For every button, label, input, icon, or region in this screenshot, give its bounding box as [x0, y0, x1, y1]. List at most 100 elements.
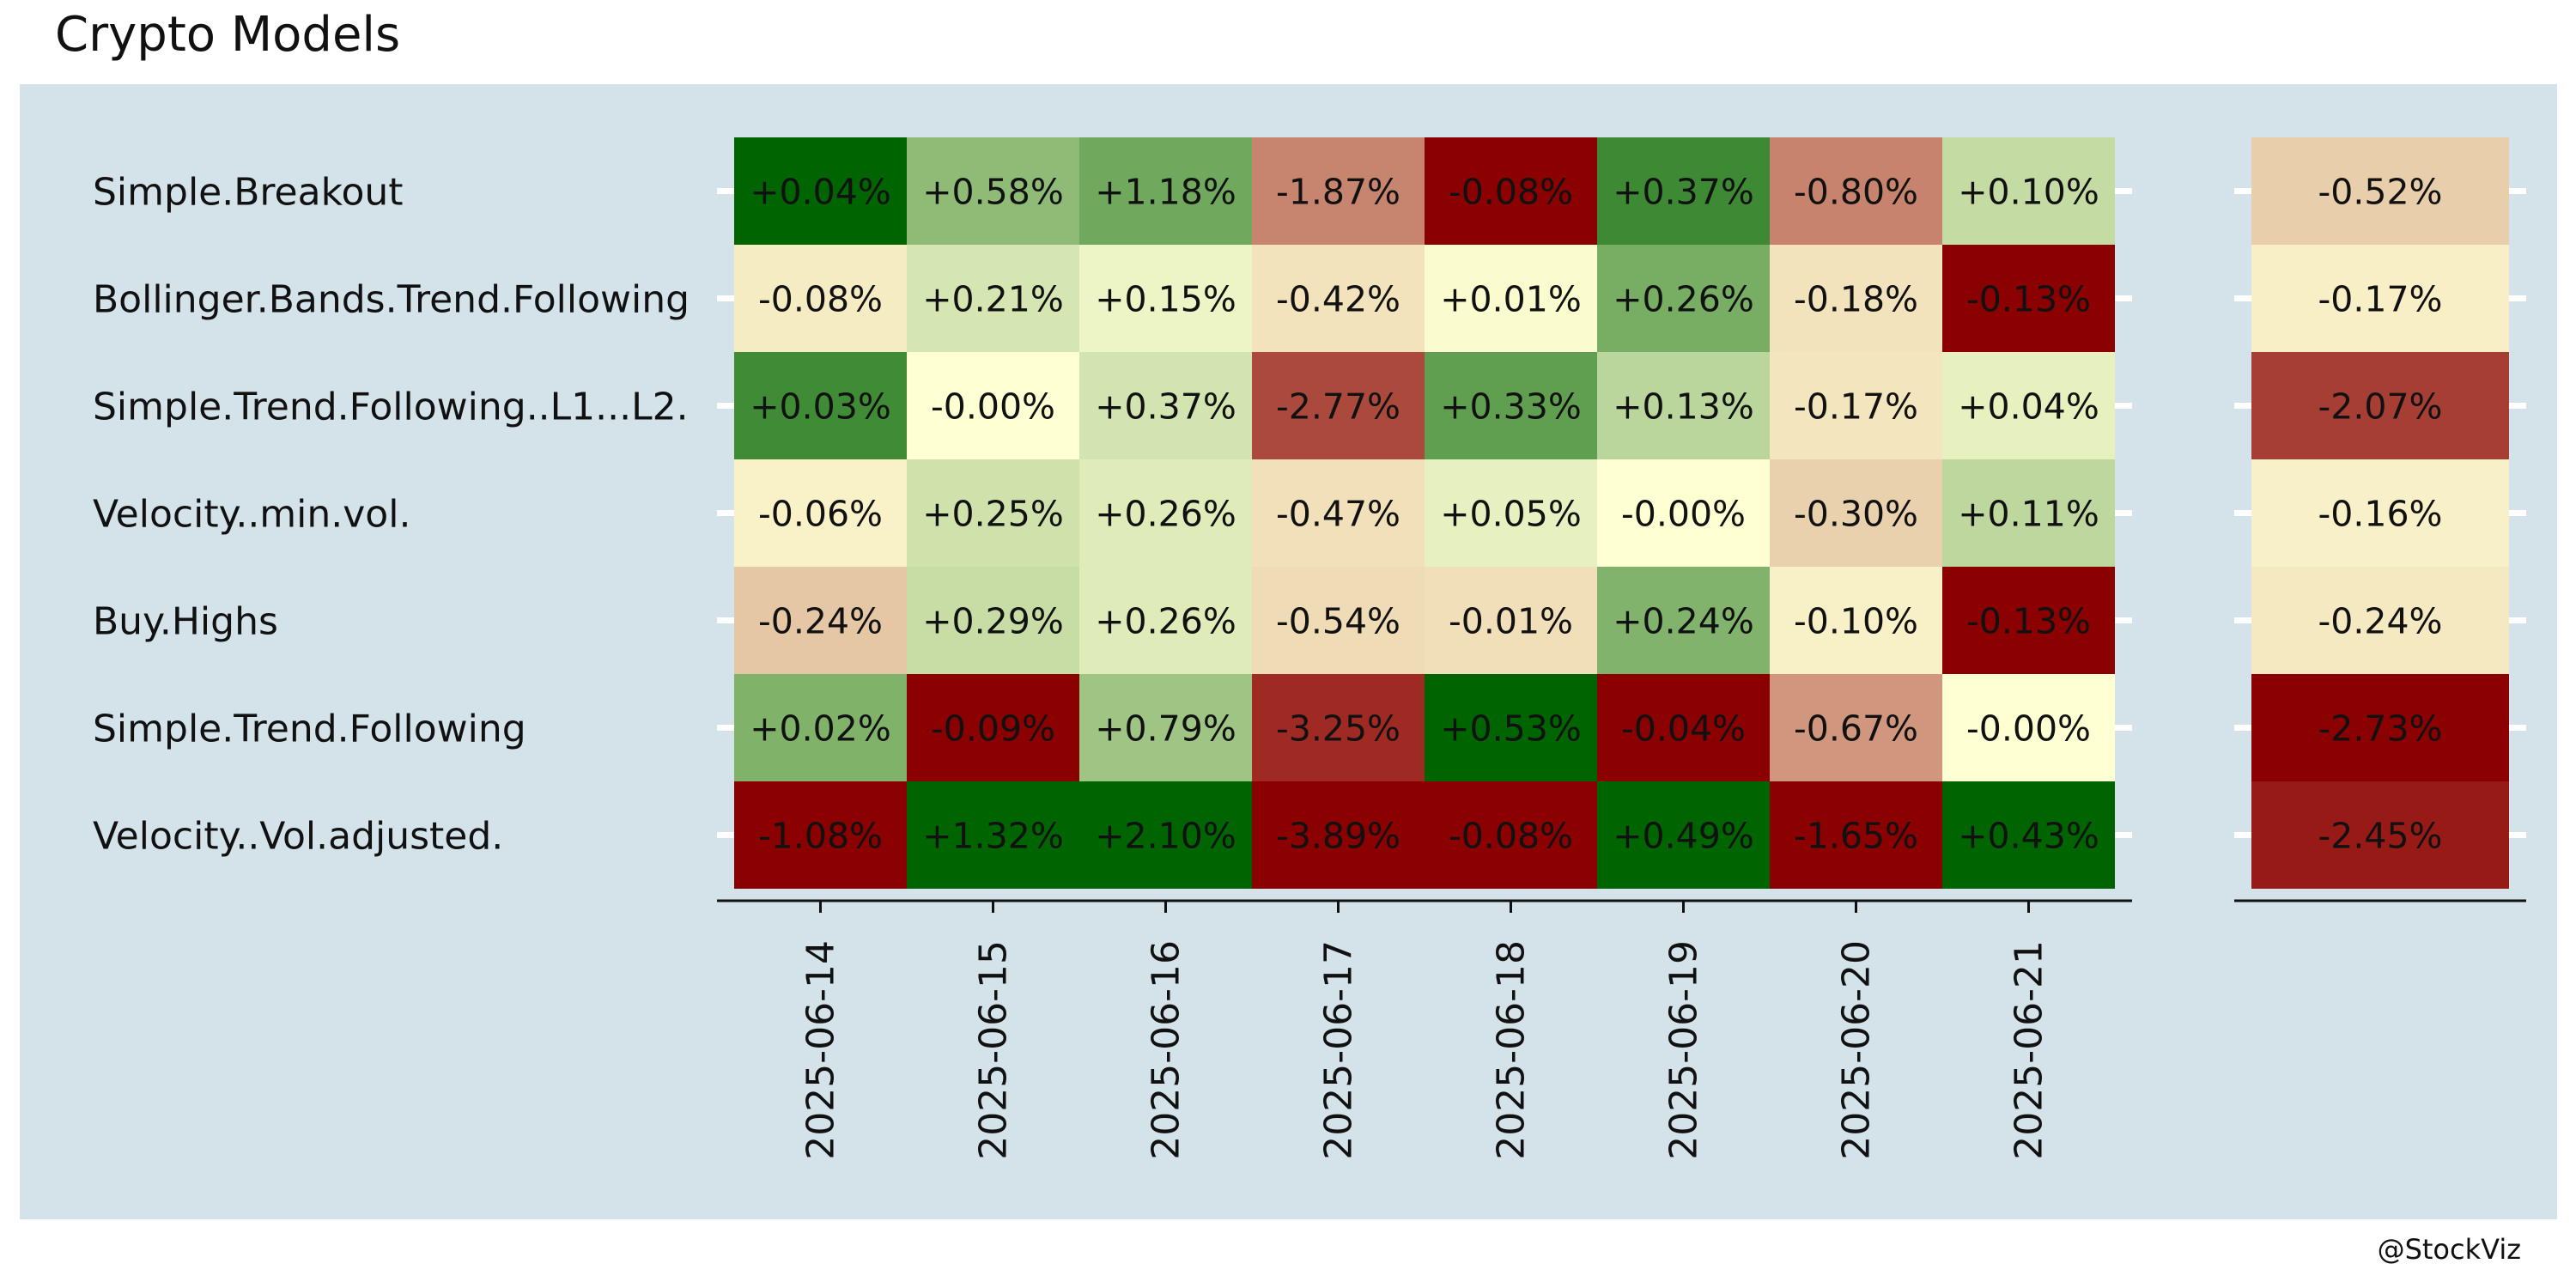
x-axis-label: 2025-06-20	[1835, 940, 1879, 1160]
cell-label: -1.08%	[758, 816, 883, 857]
cell-label: +0.79%	[1095, 708, 1236, 750]
heatmap-cell	[1425, 137, 1597, 245]
heatmap-cell	[1079, 674, 1252, 781]
cell-label: -0.47%	[1276, 494, 1400, 535]
y-axis-label: Velocity..Vol.adjusted.	[93, 815, 503, 859]
cell-label: +0.24%	[1613, 601, 1754, 642]
heatmap-chart: Simple.Breakout Bollinger.Bands.Trend.Fol…	[93, 137, 2526, 1160]
cell-label: -0.06%	[758, 494, 883, 535]
cell-label: -0.08%	[1449, 816, 1573, 857]
heatmap-cell	[907, 137, 1079, 245]
cell-label: +0.10%	[1958, 172, 2099, 213]
heatmap-cell	[734, 245, 907, 352]
cell-label: +0.49%	[1613, 816, 1754, 857]
x-axis-label: 2025-06-14	[799, 940, 843, 1160]
cell-label: -0.04%	[1621, 708, 1746, 750]
heatmap-cell	[1942, 781, 2115, 889]
heatmap-cell	[1597, 674, 1770, 781]
heatmap-cell	[1770, 245, 1942, 352]
y-axis-label: Bollinger.Bands.Trend.Following	[93, 278, 690, 322]
cell-label: +0.33%	[1440, 386, 1582, 428]
total-label: -0.16%	[2318, 494, 2442, 535]
cell-label: +0.29%	[922, 601, 1064, 642]
total-cell	[2251, 352, 2509, 459]
heatmap-cell	[1079, 567, 1252, 674]
heatmap-cell	[1079, 459, 1252, 567]
cell-label: +0.11%	[1958, 494, 2099, 535]
cell-label: -0.18%	[1794, 279, 1918, 320]
total-cell	[2251, 567, 2509, 674]
total-cell	[2251, 674, 2509, 781]
y-axis-label: Simple.Breakout	[93, 171, 404, 215]
heatmap-cell	[907, 781, 1079, 889]
heatmap-cell	[1425, 352, 1597, 459]
heatmap-cell	[1425, 781, 1597, 889]
cell-label: +0.26%	[1095, 601, 1236, 642]
cell-label: -0.00%	[931, 386, 1055, 428]
cell-label: +0.03%	[750, 386, 891, 428]
total-label: -0.17%	[2318, 279, 2442, 320]
cell-label: -3.25%	[1276, 708, 1400, 750]
x-axis-label: 2025-06-18	[1490, 940, 1534, 1160]
cell-label: -2.77%	[1276, 386, 1400, 428]
cell-label: +0.04%	[1958, 386, 2099, 428]
heatmap-cell	[1252, 781, 1425, 889]
cell-label: -0.30%	[1794, 494, 1918, 535]
heatmap-cell	[734, 674, 907, 781]
cell-label: -0.17%	[1794, 386, 1918, 428]
cell-label: -0.08%	[1449, 172, 1573, 213]
heatmap-cell	[1252, 352, 1425, 459]
heatmap-cell	[1252, 459, 1425, 567]
heatmap-cell	[1942, 137, 2115, 245]
heatmap-cell	[1079, 245, 1252, 352]
cell-label: -3.89%	[1276, 816, 1400, 857]
cell-label: +0.25%	[922, 494, 1064, 535]
heatmap-cell	[907, 459, 1079, 567]
cell-label: +0.13%	[1613, 386, 1754, 428]
heatmap-cell	[734, 567, 907, 674]
heatmap-cell	[1942, 245, 2115, 352]
y-axis-label: Buy.Highs	[93, 600, 278, 644]
y-axis-label: Simple.Trend.Following..L1...L2.	[93, 386, 689, 429]
heatmap-cell	[1079, 781, 1252, 889]
cell-label: -0.67%	[1794, 708, 1918, 750]
cell-label: +0.04%	[750, 172, 891, 213]
y-axis-label: Simple.Trend.Following	[93, 708, 526, 751]
total-cell	[2251, 781, 2509, 889]
chart-panel: Simple.Breakout Bollinger.Bands.Trend.Fol…	[20, 84, 2557, 1219]
y-axis-label: Velocity..min.vol.	[93, 493, 410, 537]
cell-label: +1.32%	[922, 816, 1064, 857]
heatmap-cell	[1942, 352, 2115, 459]
cell-label: +0.05%	[1440, 494, 1582, 535]
heatmap-cell	[734, 352, 907, 459]
heatmap-cell	[1770, 459, 1942, 567]
heatmap-cell	[907, 352, 1079, 459]
x-axis-label: 2025-06-15	[972, 940, 1016, 1160]
cell-label: -0.00%	[1966, 708, 2091, 750]
heatmap-cell	[907, 674, 1079, 781]
cell-label: +0.37%	[1095, 386, 1236, 428]
heatmap-cell	[1597, 245, 1770, 352]
cell-label: -0.13%	[1966, 601, 2091, 642]
heatmap-cell	[734, 137, 907, 245]
cell-label: +0.15%	[1095, 279, 1236, 320]
cell-label: -0.09%	[931, 708, 1055, 750]
total-label: -0.52%	[2318, 172, 2442, 213]
heatmap-cell	[734, 459, 907, 567]
cell-label: +0.43%	[1958, 816, 2099, 857]
heatmap-cell	[1425, 674, 1597, 781]
heatmap-cell	[1770, 352, 1942, 459]
cell-label: +0.21%	[922, 279, 1064, 320]
cell-label: -1.87%	[1276, 172, 1400, 213]
heatmap-cell	[1597, 459, 1770, 567]
total-label: -2.45%	[2318, 816, 2442, 857]
heatmap-cell	[907, 245, 1079, 352]
heatmap-cell	[734, 781, 907, 889]
cell-label: +0.37%	[1613, 172, 1754, 213]
heatmap-cell	[907, 567, 1079, 674]
heatmap-cell	[1425, 567, 1597, 674]
heatmap-cell	[1252, 567, 1425, 674]
total-label: -2.07%	[2318, 386, 2442, 428]
cell-label: +2.10%	[1095, 816, 1236, 857]
cell-label: -0.08%	[758, 279, 883, 320]
